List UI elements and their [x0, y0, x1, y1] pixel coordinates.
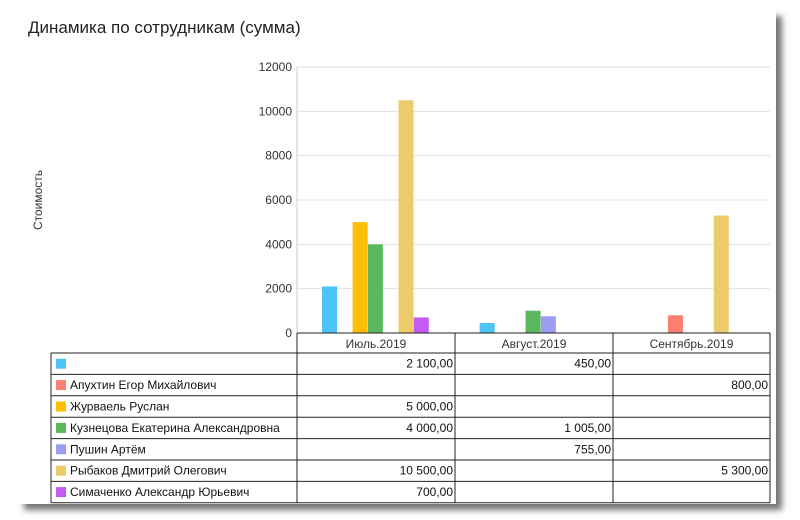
- data-label: 10 500,00: [400, 464, 454, 478]
- legend-swatch: [56, 358, 66, 369]
- legend-entry: Симаченко Александр Юрьевич: [70, 485, 249, 499]
- legend-entry: Рыбаков Дмитрий Олегович: [70, 464, 227, 478]
- y-tick-label: 2000: [265, 282, 292, 296]
- legend-entry: Апухтин Егор Михайлович: [70, 378, 216, 392]
- data-label: 5 000,00: [406, 400, 453, 414]
- legend-swatch: [56, 465, 66, 476]
- bar: [667, 315, 683, 333]
- bar: [413, 317, 429, 333]
- y-axis-title: Стоимость: [31, 170, 45, 230]
- x-category-label: Август.2019: [502, 337, 567, 351]
- legend-swatch: [56, 422, 66, 433]
- data-label: 4 000,00: [406, 421, 453, 435]
- legend-swatch: [56, 401, 66, 412]
- bar: [398, 100, 414, 333]
- x-category-label: Июль.2019: [346, 337, 407, 351]
- y-tick-label: 10000: [259, 104, 293, 118]
- y-tick-label: 6000: [265, 193, 292, 207]
- y-tick-label: 4000: [265, 237, 292, 251]
- data-label: 800,00: [731, 378, 768, 392]
- data-label: 755,00: [574, 442, 611, 456]
- bar: [540, 316, 556, 333]
- legend-entry: Журваель Руслан: [70, 400, 169, 414]
- legend-swatch: [56, 380, 66, 391]
- y-tick-label: 12000: [259, 60, 293, 74]
- legend-swatch: [56, 487, 66, 498]
- chart-title: Динамика по сотрудникам (сумма): [28, 18, 301, 37]
- y-tick-label: 0: [285, 326, 292, 340]
- x-category-label: Сентябрь.2019: [650, 337, 734, 351]
- data-label: 2 100,00: [406, 357, 453, 371]
- legend-swatch: [56, 444, 66, 455]
- chart-svg: 0 2000 4000 6000 8000 10000 12000 Стоимость Июль…: [31, 60, 771, 504]
- data-label: 450,00: [574, 357, 611, 371]
- bar: [367, 244, 383, 333]
- data-label: 1 005,00: [564, 421, 611, 435]
- legend-entry: Кузнецова Екатерина Александровна: [70, 421, 280, 435]
- bar: [479, 323, 495, 333]
- legend-entry: Пушин Артём: [70, 442, 146, 456]
- bar: [322, 286, 337, 333]
- data-label: 700,00: [416, 485, 453, 499]
- y-tick-label: 8000: [265, 149, 292, 163]
- bar: [713, 215, 729, 333]
- bar: [525, 310, 541, 333]
- data-label: 5 300,00: [721, 464, 768, 478]
- bar: [352, 222, 368, 333]
- chart-panel: Динамика по сотрудникам (сумма) 0 2000 400…: [18, 10, 776, 504]
